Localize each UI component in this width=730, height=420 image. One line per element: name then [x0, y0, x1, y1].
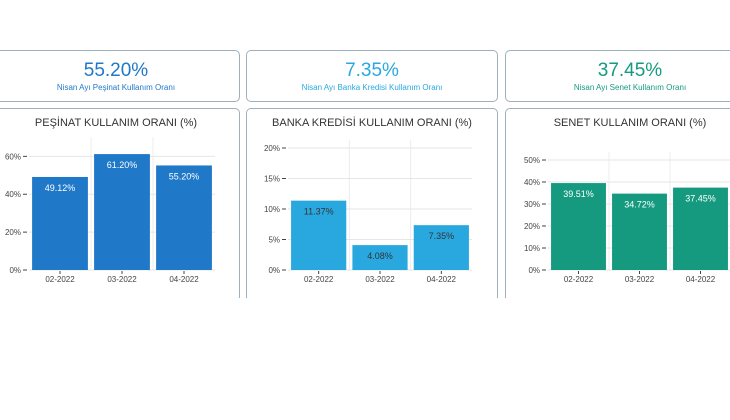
y-tick-label: 40% — [5, 190, 21, 199]
kpi-label: Nisan Ayı Peşinat Kullanım Oranı — [56, 83, 176, 92]
bar[interactable] — [32, 176, 88, 270]
chart-title: PEŞİNAT KULLANIM ORANI (%) — [34, 117, 198, 129]
bar[interactable] — [94, 154, 150, 270]
y-tick-label: 60% — [5, 152, 21, 161]
bar[interactable] — [673, 187, 728, 270]
x-tick-label: 02-2022 — [564, 275, 594, 284]
kpi-card-pesinat: 55.20% Nisan Ayı Peşinat Kullanım Oranı — [0, 50, 240, 102]
chart-panel-banka-kredisi: BANKA KREDİSİ KULLANIM ORANI (%) 0% 5% 10%… — [246, 108, 498, 298]
x-tick-label: 03-2022 — [107, 275, 137, 284]
kpi-value: 7.35% — [345, 60, 399, 81]
bar-value-label: 34.72% — [624, 200, 655, 210]
bar-value-label: 61.20% — [107, 160, 138, 170]
bar-chart-senet: 0% 10% 20% 30% 40% 50% 39.51% 02-2022 34.72% 03-2… — [524, 152, 730, 284]
y-tick-label: 30% — [524, 200, 540, 209]
bar-value-label: 37.45% — [685, 194, 716, 204]
y-tick-label: 20% — [5, 228, 21, 237]
x-tick-label: 03-2022 — [625, 275, 655, 284]
bar[interactable] — [352, 245, 408, 270]
bar[interactable] — [291, 200, 347, 270]
chart-title: SENET KULLANIM ORANI (%) — [553, 117, 707, 129]
y-tick-label: 20% — [524, 222, 540, 231]
y-tick-label: 40% — [524, 178, 540, 187]
kpi-value: 37.45% — [597, 60, 663, 81]
bar-chart-banka-kredisi: 0% 5% 10% 15% 20% 11.37% 02-2022 4.08% 03-2022 7.… — [264, 140, 472, 284]
chart-panel-senet: SENET KULLANIM ORANI (%) 0% 10% 20% 30% 40% 5… — [505, 108, 730, 298]
bar-value-label: 55.20% — [169, 171, 200, 181]
bar[interactable] — [612, 193, 667, 270]
bar-value-label: 49.12% — [45, 183, 76, 193]
y-tick-label: 10% — [264, 205, 280, 214]
bar[interactable] — [156, 165, 212, 270]
y-tick-label: 0% — [9, 266, 21, 275]
bar-chart-pesinat: 0% 20% 40% 60% 49.12% 02-2022 61.20% 03-2022 55.… — [5, 137, 215, 284]
x-tick-label: 02-2022 — [45, 275, 75, 284]
kpi-value: 55.20% — [83, 60, 149, 81]
y-tick-label: 20% — [264, 144, 280, 153]
x-tick-label: 04-2022 — [686, 275, 716, 284]
y-tick-label: 50% — [524, 156, 540, 165]
chart-title: BANKA KREDİSİ KULLANIM ORANI (%) — [272, 117, 472, 129]
y-tick-label: 10% — [524, 244, 540, 253]
y-tick-label: 0% — [528, 266, 540, 275]
x-tick-label: 04-2022 — [169, 275, 199, 284]
kpi-label: Nisan Ayı Banka Kredisi Kullanım Oranı — [301, 83, 443, 92]
bar[interactable] — [551, 183, 606, 270]
kpi-label: Nisan Ayı Senet Kullanım Oranı — [573, 83, 687, 92]
y-tick-label: 5% — [268, 236, 280, 245]
kpi-card-banka-kredisi: 7.35% Nisan Ayı Banka Kredisi Kullanım O… — [246, 50, 498, 102]
chart-panel-pesinat: PEŞİNAT KULLANIM ORANI (%) 0% 20% 40% 60% 49… — [0, 108, 240, 298]
y-tick-label: 0% — [268, 266, 280, 275]
bar-value-label: 11.37% — [304, 207, 334, 217]
x-tick-label: 03-2022 — [365, 275, 395, 284]
bar[interactable] — [413, 225, 469, 270]
x-tick-label: 04-2022 — [427, 275, 457, 284]
bar-value-label: 7.35% — [429, 231, 455, 241]
y-tick-label: 15% — [264, 175, 280, 184]
x-tick-label: 02-2022 — [304, 275, 334, 284]
bar-value-label: 39.51% — [563, 189, 594, 199]
kpi-card-senet: 37.45% Nisan Ayı Senet Kullanım Oranı — [505, 50, 730, 102]
bar-value-label: 4.08% — [367, 251, 393, 261]
